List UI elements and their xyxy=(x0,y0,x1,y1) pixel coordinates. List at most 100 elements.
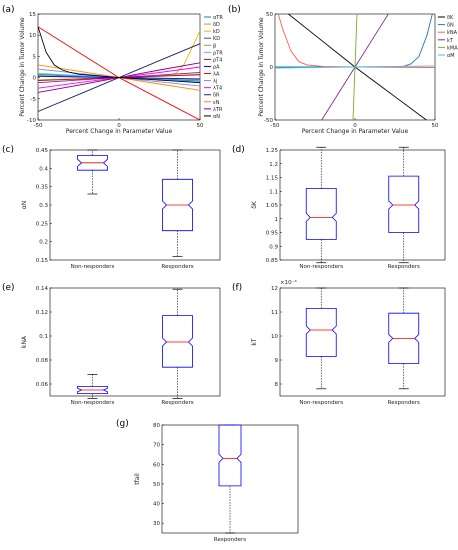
y-tick-label: 0.08 xyxy=(36,358,49,364)
panel-label-a: (a) xyxy=(2,5,15,15)
box-body xyxy=(388,175,420,233)
y-tick-label: 5 xyxy=(33,54,37,60)
panel-label-g: (g) xyxy=(116,419,129,429)
y-tick-label: 12 xyxy=(271,286,278,292)
legend-label: δR xyxy=(213,93,220,99)
y-tick-label: 1.2 xyxy=(269,162,278,168)
line-panel-b: (b) Percent Change in Parameter Value Pe… xyxy=(228,5,458,135)
box-c-0 xyxy=(77,149,108,195)
box-d-1 xyxy=(388,146,420,264)
y-tick-label: 10 xyxy=(271,334,278,340)
legend-label: δD xyxy=(213,22,220,28)
y-tick-label: 0 xyxy=(270,65,274,71)
category-label: Responders xyxy=(214,537,246,543)
plot-area-d xyxy=(279,149,446,261)
legend-label: kMA xyxy=(447,45,458,51)
y-axis-label-g: tfail xyxy=(134,473,141,485)
y-tick-label: 0.35 xyxy=(36,185,49,191)
legend-label: δK xyxy=(447,15,454,21)
series-b xyxy=(275,14,435,120)
y-axis-label-e: kNA xyxy=(21,335,28,348)
category-label: Non-responders xyxy=(299,400,343,406)
line-panel-a: (a) Percent Change in Parameter Value Pe… xyxy=(2,5,223,135)
box-g-0 xyxy=(218,424,242,534)
y-tick-label: 0.45 xyxy=(36,148,49,154)
box-body xyxy=(162,315,193,368)
category-label: Responders xyxy=(388,264,420,270)
y-tick-label: 1.25 xyxy=(266,148,279,154)
y-tick-label: 50 xyxy=(153,482,160,488)
series-line-b-5 xyxy=(275,65,435,69)
ticks-d: 0.85 0.9 0.95 1 1.05 1.1 1.15 1.2 1.25 Non-respon… xyxy=(266,148,420,270)
y-tick-label: 0 xyxy=(33,76,37,82)
legend-label: εN xyxy=(213,100,220,106)
category-label: Responders xyxy=(161,264,193,270)
category-label: Responders xyxy=(388,400,420,406)
x-tick-label: 0 xyxy=(353,123,357,129)
box-e-0 xyxy=(77,374,108,399)
category-label: Non-responders xyxy=(71,264,115,270)
box-panel-g: (g) tfail 30 40 50 60 70 80 Responders xyxy=(116,419,299,543)
plot-area-c xyxy=(49,149,221,261)
y-axis-label-d: δK xyxy=(251,200,258,209)
legend-label: λTR xyxy=(213,107,223,113)
box-body xyxy=(77,386,108,394)
y-tick-label: 0.1 xyxy=(39,334,48,340)
y-tick-label: 1.1 xyxy=(269,189,278,195)
category-label: Responders xyxy=(161,400,193,406)
legend-label: αM xyxy=(447,53,455,59)
y-tick-label: 1 xyxy=(275,217,279,223)
y-axis-label-c: αN xyxy=(21,201,28,209)
legend-label: β xyxy=(213,43,216,49)
y-tick-label: 1.15 xyxy=(266,176,279,182)
x-axis-label-b: Percent Change in Parameter Value xyxy=(302,128,409,135)
y-tick-label: 0.15 xyxy=(36,258,49,264)
panel-label-f: (f) xyxy=(232,283,242,293)
category-label: Non-responders xyxy=(71,400,115,406)
legend-label: kT xyxy=(447,38,454,44)
legend-label: δN xyxy=(447,23,454,29)
ticks-c: 0.15 0.2 0.25 0.3 0.35 0.4 0.45 Non-responders R… xyxy=(36,148,194,270)
y-tick-label: 0.14 xyxy=(36,286,49,292)
panel-label-e: (e) xyxy=(2,283,15,293)
box-body xyxy=(305,308,337,357)
y-tick-label: 50 xyxy=(266,12,273,18)
boxes-c xyxy=(77,149,193,257)
legend-label: kNA xyxy=(447,30,458,36)
y-tick-label: 0.25 xyxy=(36,221,49,227)
y-tick-label: 0.85 xyxy=(266,258,279,264)
box-f-1 xyxy=(388,287,420,390)
box-panel-e: (e) kNA 0.06 0.08 0.1 0.12 0.14 Non-responder… xyxy=(2,283,221,406)
plot-area-e xyxy=(49,287,221,397)
boxes-f xyxy=(305,287,420,390)
legend-label: KD xyxy=(213,36,220,42)
boxes-g xyxy=(218,424,242,534)
series-a xyxy=(38,26,200,120)
exponent-label-f: ×10⁻³ xyxy=(280,279,297,286)
box-c-1 xyxy=(162,149,193,257)
y-tick-label: 0.9 xyxy=(269,244,278,250)
y-tick-label: 9 xyxy=(275,358,279,364)
legend-label: kD xyxy=(213,29,220,35)
y-tick-label: 0.06 xyxy=(36,382,49,388)
box-panel-c: (c) αN 0.15 0.2 0.25 0.3 0.35 0.4 0.45 Non-resp… xyxy=(2,145,221,270)
y-tick-label: 30 xyxy=(153,521,160,527)
y-tick-label: 15 xyxy=(29,12,36,18)
panel-label-d: (d) xyxy=(232,145,245,155)
y-tick-label: -5 xyxy=(31,97,37,103)
y-tick-label: 10 xyxy=(29,33,36,39)
plot-area-a xyxy=(37,13,201,121)
category-label: Non-responders xyxy=(299,264,343,270)
box-panel-f: (f) kT ×10⁻³ 8 9 10 11 12 Non-responders Respo… xyxy=(232,279,446,406)
ticks-g: 30 40 50 60 70 80 Responders xyxy=(153,423,246,543)
y-tick-label: -50 xyxy=(264,118,273,124)
plot-area-f xyxy=(279,287,446,397)
y-tick-label: 70 xyxy=(153,443,160,449)
legend-label: ρA xyxy=(213,64,220,70)
boxes-d xyxy=(305,146,420,264)
y-tick-label: 11 xyxy=(271,310,278,316)
legend-label: αN xyxy=(213,114,220,120)
